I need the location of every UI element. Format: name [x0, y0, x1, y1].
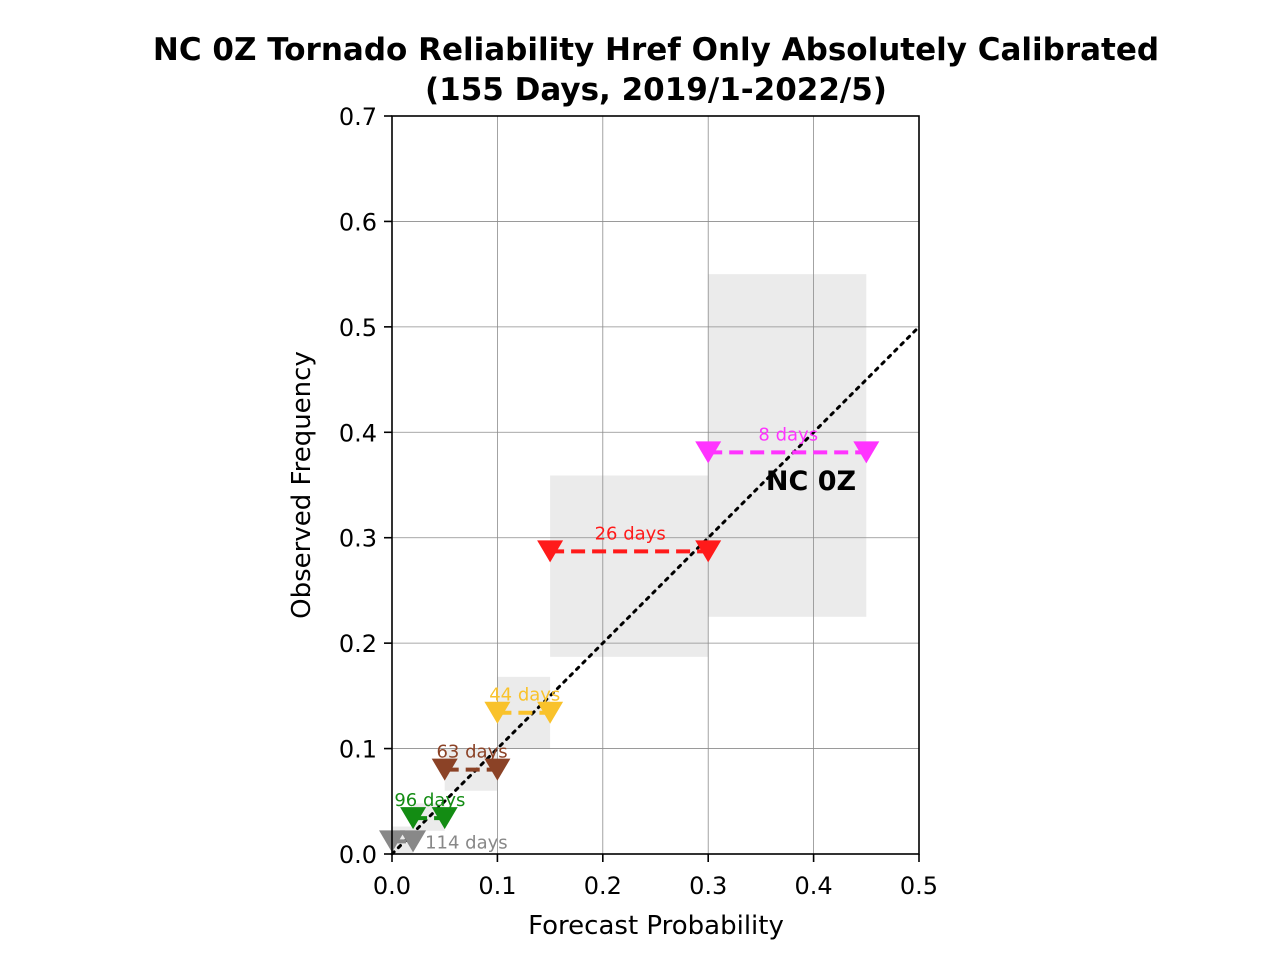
x-tick-label: 0.1: [478, 872, 516, 900]
x-tick-label: 0.3: [689, 872, 727, 900]
x-tick-label: 0.5: [900, 872, 938, 900]
confidence-box: [550, 475, 709, 657]
confidence-intervals: [392, 274, 867, 854]
chart-title-line-1: NC 0Z Tornado Reliability Href Only Abso…: [152, 32, 1160, 68]
bin-marker: [400, 830, 427, 853]
bin-marker: [400, 807, 427, 830]
y-tick-label: 0.2: [339, 630, 377, 658]
axes: 0.0 0.1 0.2 0.3 0.4 0.5 0.0 0.1 0.2 0.3 0.4 0.5 0.6 0…: [339, 103, 938, 900]
x-tick-label: 0.0: [373, 872, 411, 900]
x-axis-label: Forecast Probability: [528, 911, 784, 941]
bin-label: 96 days: [394, 790, 465, 811]
x-tick-label: 0.4: [795, 872, 833, 900]
bin-label: 26 days: [595, 523, 666, 544]
bin-marker: [431, 758, 458, 781]
confidence-box: [708, 274, 867, 617]
axes-frame: [391, 115, 920, 855]
bin-labels: 114 days 96 days 63 days 44 days 26 days 8 da…: [394, 424, 818, 853]
y-tick-label: 0.5: [339, 314, 377, 342]
bin-marker: [537, 701, 564, 724]
y-tick-label: 0.0: [339, 841, 377, 869]
chart-title: NC 0Z Tornado Reliability Href Only Abso…: [0, 30, 1280, 110]
bin-marker: [484, 701, 511, 724]
bin-label: 114 days: [425, 832, 508, 853]
y-tick-label: 0.6: [339, 208, 377, 236]
y-tick-label: 0.1: [339, 736, 377, 764]
x-tick-label: 0.2: [584, 872, 622, 900]
bin-marker: [484, 758, 511, 781]
region-label: NC 0Z: [766, 466, 856, 497]
bin-marker: [537, 540, 564, 563]
bin-marker: [695, 540, 722, 563]
chart-title-line-2: (155 Days, 2019/1-2022/5): [425, 72, 887, 108]
y-tick-label: 0.7: [339, 103, 377, 131]
y-tick-label: 0.3: [339, 525, 377, 553]
bin-label: 63 days: [436, 742, 507, 763]
y-axis-label: Observed Frequency: [287, 351, 317, 619]
bin-marker: [695, 441, 722, 464]
reference-line: [390, 325, 921, 856]
bin-label: 8 days: [758, 424, 818, 445]
bin-label: 44 days: [489, 685, 560, 706]
reference-diagonal: [390, 325, 921, 856]
y-tick-label: 0.4: [339, 419, 377, 447]
bin-marker: [853, 441, 880, 464]
bin-marker: [431, 807, 458, 830]
reliability-bins: [379, 441, 880, 853]
